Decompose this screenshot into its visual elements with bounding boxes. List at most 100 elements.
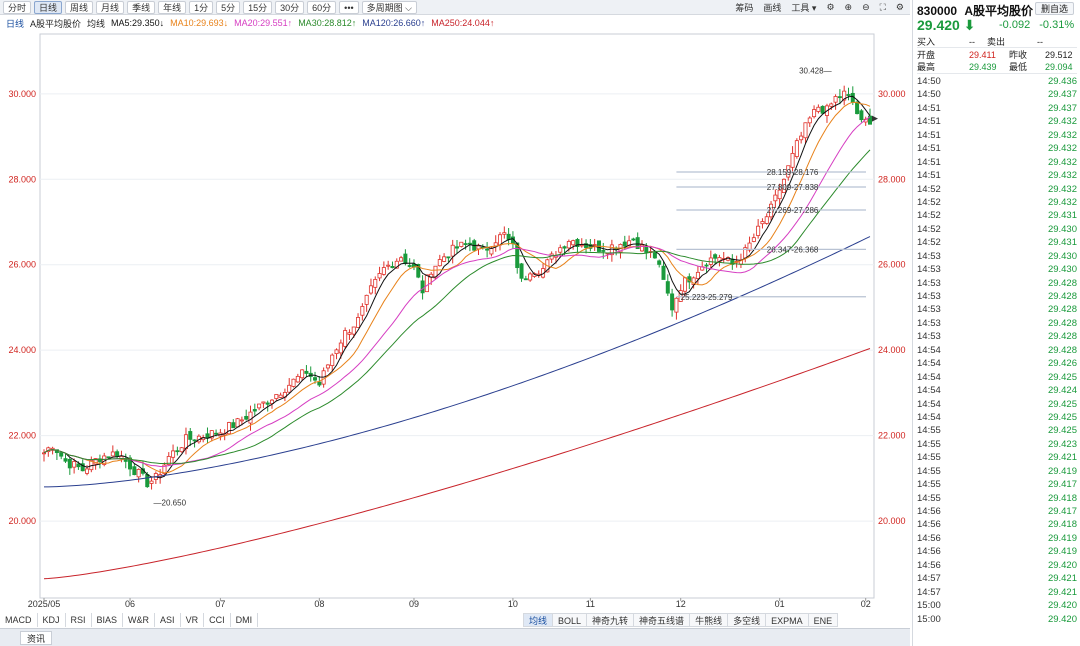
chips-button[interactable]: 筹码 [735, 3, 754, 13]
tick-row: 14:56 29.419 [913, 545, 1080, 558]
zoom-out-icon[interactable]: ⊖ [862, 2, 870, 12]
tick-time: 14:53 [917, 250, 941, 262]
settings-icon[interactable]: ⚙ [826, 2, 835, 12]
tick-time: 14:54 [917, 371, 941, 383]
candle-body [214, 432, 219, 435]
tick-price: 29.432 [1047, 156, 1077, 168]
candle-body [368, 285, 373, 294]
indicator-tab-wr[interactable]: W&R [123, 612, 156, 627]
candle-body [403, 253, 408, 264]
candle-body [386, 264, 391, 267]
candle-body [704, 264, 709, 267]
period-button-4[interactable]: 季线 [127, 0, 156, 14]
indicator-tab-dmi[interactable]: DMI [231, 612, 259, 627]
candle-body [639, 244, 644, 252]
x-tick-label: 02 [861, 599, 871, 609]
gear-icon[interactable]: ⚙ [895, 2, 904, 12]
sell-label: 卖出 [987, 37, 1006, 47]
candle-body [381, 267, 386, 275]
indicator-tab-kdj[interactable]: KDJ [38, 612, 66, 627]
overlay-tab-3[interactable]: 神奇五线谱 [633, 612, 691, 627]
overlay-tab-7[interactable]: ENE [807, 612, 839, 627]
tick-price: 29.419 [1047, 546, 1077, 558]
tick-price: 29.428 [1047, 304, 1077, 316]
period-button-5[interactable]: 年线 [158, 0, 187, 14]
period-button-11[interactable]: ••• [339, 0, 359, 14]
candle-body [136, 469, 141, 478]
indicator-tab-macd[interactable]: MACD [0, 612, 38, 627]
candle-body [674, 297, 679, 313]
overlay-tab-4[interactable]: 牛熊线 [689, 612, 729, 627]
candle-body [175, 450, 180, 453]
candle-body [300, 369, 305, 379]
kline-chart[interactable]: 30.000 30.000 28.000 28.000 26.000 26.000 24.0… [0, 30, 910, 610]
candle-body [855, 101, 860, 115]
tick-row: 14:54 29.428 [913, 344, 1080, 357]
indicator-tab-bias[interactable]: BIAS [92, 612, 124, 627]
tick-price: 29.432 [1047, 183, 1077, 195]
overlay-tab-1[interactable]: BOLL [552, 612, 588, 627]
overlay-tab-2[interactable]: 神奇九转 [586, 612, 635, 627]
candle-body [85, 468, 90, 474]
period-button-12[interactable]: 多周期图 ⌵ [361, 0, 417, 14]
period-button-1[interactable]: 日线 [34, 0, 63, 14]
draw-line-button[interactable]: 画线 [763, 3, 782, 13]
period-button-9[interactable]: 30分 [275, 0, 305, 14]
candle-body [192, 439, 197, 442]
tick-price: 29.437 [1047, 89, 1077, 101]
overlay-tab-5[interactable]: 多空线 [727, 612, 767, 627]
tick-time: 14:53 [917, 331, 941, 343]
candle-body [390, 266, 395, 269]
candle-body [773, 194, 778, 202]
indicator-tab-rsi[interactable]: RSI [66, 612, 92, 627]
overlay-tab-0[interactable]: 均线 [523, 612, 554, 627]
candle-body [584, 243, 589, 249]
tick-time: 14:51 [917, 102, 941, 114]
overlay-tab-6[interactable]: EXPMA [765, 612, 809, 627]
plot-frame [39, 33, 875, 599]
news-tab[interactable]: 资讯 [20, 631, 53, 645]
indicator-tab-asi[interactable]: ASI [155, 612, 181, 627]
tick-price: 29.418 [1047, 492, 1077, 504]
high-low-row: 最高 29.439 最低 29.094 [917, 61, 1077, 74]
candle-body [790, 153, 795, 168]
period-button-7[interactable]: 5分 [216, 0, 241, 14]
indicator-tab-cci[interactable]: CCI [204, 612, 231, 627]
candle-body [820, 105, 825, 114]
candle-body [485, 248, 490, 251]
tick-list[interactable]: 14:50 29.436 14:50 29.437 14:51 29.437 14:51 29… [913, 75, 1080, 626]
gap-label: 28.159-28.176 [767, 168, 819, 177]
tick-time: 14:57 [917, 573, 941, 585]
indicator-tab-vr[interactable]: VR [181, 612, 205, 627]
ma-values: MA5:29.350↓ MA10:29.693↓ MA20:29.551↑ MA30:… [105, 18, 494, 28]
candle-body [489, 248, 494, 255]
tick-price: 29.428 [1047, 317, 1077, 329]
tick-price: 29.432 [1047, 116, 1077, 128]
zoom-in-icon[interactable]: ⊕ [844, 2, 853, 12]
candle-body [76, 463, 81, 468]
remove-favorite-button[interactable]: 删自选 [1034, 2, 1074, 15]
period-button-6[interactable]: 1分 [189, 0, 214, 14]
expand-icon[interactable]: ⛶ [879, 2, 886, 12]
candle-body [97, 458, 102, 462]
period-button-2[interactable]: 周线 [65, 0, 94, 14]
tools-button[interactable]: 工具 ▾ [791, 3, 817, 13]
tick-row: 14:54 29.424 [913, 384, 1080, 397]
tick-row: 14:55 29.425 [913, 424, 1080, 437]
period-button-3[interactable]: 月线 [96, 0, 125, 14]
tick-row: 14:56 29.420 [913, 559, 1080, 572]
candle-body [63, 458, 68, 462]
candle-body [760, 221, 765, 225]
tick-row: 14:57 29.421 [913, 572, 1080, 585]
candle-body [149, 480, 154, 484]
tick-row: 14:53 29.430 [913, 263, 1080, 276]
period-button-10[interactable]: 60分 [307, 0, 337, 14]
tick-time: 14:56 [917, 532, 941, 544]
period-button-0[interactable]: 分时 [3, 0, 32, 14]
candle-body [476, 245, 481, 250]
ma-value-3: MA30:28.812↑ [298, 18, 357, 28]
tick-row: 14:52 29.430 [913, 223, 1080, 236]
tick-price: 29.428 [1047, 291, 1077, 302]
period-button-8[interactable]: 15分 [243, 0, 273, 14]
ma120-line [43, 236, 871, 488]
